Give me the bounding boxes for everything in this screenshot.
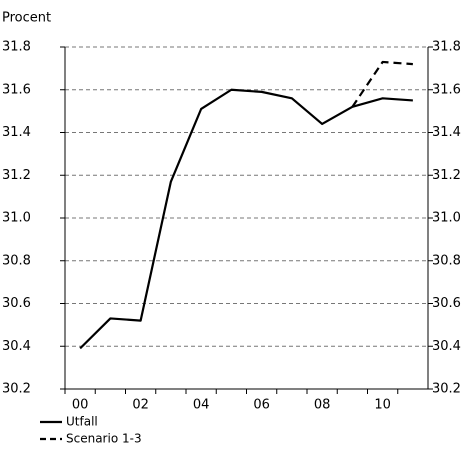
data-line: [351, 60, 413, 108]
y2-tick-label: 31.4: [432, 125, 461, 140]
y2-tick-label: 30.8: [432, 253, 461, 268]
data-line: [79, 88, 413, 350]
y-tick-label: 30.4: [2, 339, 31, 354]
y-tick-label: 30.2: [2, 382, 31, 397]
y-tick-label: 30.8: [2, 253, 31, 268]
y-tick-label: 31.8: [2, 40, 31, 55]
y-axis-label: Procent: [2, 11, 51, 26]
x-tick-label: 06: [253, 398, 270, 413]
legend-label: Scenario 1-3: [66, 432, 142, 446]
x-tick-label: 00: [72, 398, 89, 413]
x-tick-label: 08: [314, 398, 331, 413]
y-tick-label: 31.2: [2, 168, 31, 183]
x-tick-label: 10: [374, 398, 391, 413]
y2-tick-label: 31.0: [432, 211, 461, 226]
x-tick-label: 02: [132, 398, 149, 413]
y2-tick-label: 31.6: [432, 82, 461, 97]
y2-tick-label: 30.6: [432, 296, 461, 311]
y-tick-label: 30.6: [2, 296, 31, 311]
legend-label: Utfall: [66, 415, 98, 429]
y-tick-label: 31.0: [2, 211, 31, 226]
y-tick-label: 31.6: [2, 82, 31, 97]
y2-tick-label: 30.2: [432, 382, 461, 397]
y-tick-label: 31.4: [2, 125, 31, 140]
y2-tick-label: 30.4: [432, 339, 461, 354]
y2-tick-label: 31.2: [432, 168, 461, 183]
y2-tick-label: 31.8: [432, 40, 461, 55]
x-tick-label: 04: [193, 398, 210, 413]
